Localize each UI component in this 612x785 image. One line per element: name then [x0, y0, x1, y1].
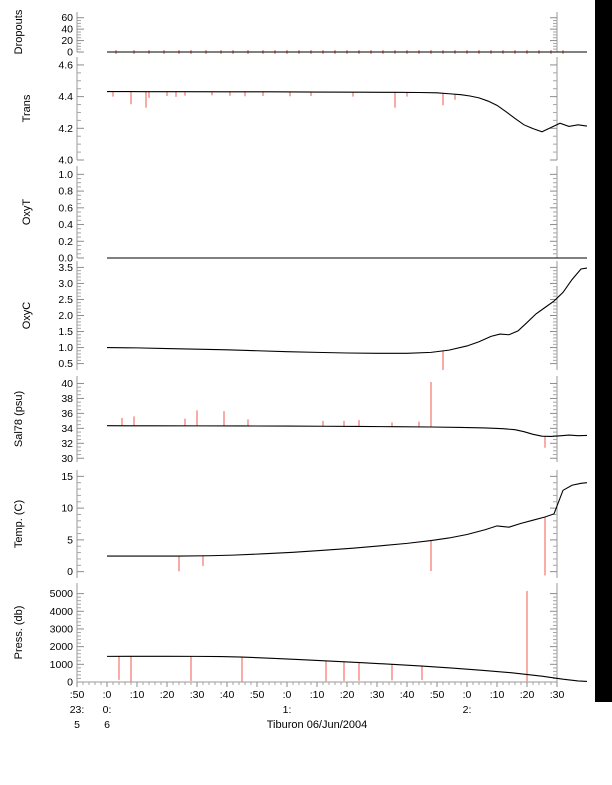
plot-title: Tiburon 06/Jun/2004 [267, 719, 368, 731]
xtick-label: :20 [520, 689, 535, 701]
axis-label-sal78: Sal78 (psu) [13, 391, 25, 447]
ytick-label: 3.0 [58, 278, 73, 290]
ytick-label: 0 [67, 677, 73, 689]
ytick-label: 40 [61, 378, 73, 390]
ytick-label: 60 [61, 12, 73, 24]
x-hour-label: 2: [463, 704, 472, 716]
ytick-label: 1.5 [58, 326, 73, 338]
data-trace-oxyc [106, 267, 588, 354]
ytick-label: 4.0 [58, 155, 73, 167]
ytick-label: 0.0 [58, 253, 73, 265]
right-edge-band [595, 0, 612, 702]
axis-label-press: Press. (db) [13, 606, 25, 660]
ytick-label: 38 [61, 393, 73, 405]
x-hour-label: 23: [70, 704, 85, 716]
xtick-label: :20 [340, 689, 355, 701]
xtick-label: :10 [490, 689, 505, 701]
ytick-label: 2.0 [58, 310, 73, 322]
ytick-label: 3.5 [58, 262, 73, 274]
xtick-label: :50 [250, 689, 265, 701]
ytick-label: 0.6 [58, 202, 73, 214]
panel-temp: 0 5 10 15 Temp. (C) [13, 470, 588, 578]
axis-label-dropouts: Dropouts [13, 9, 25, 54]
x-hour-label: 1: [283, 704, 292, 716]
xtick-label: :30 [190, 689, 205, 701]
xtick-label: :0 [283, 689, 292, 701]
xtick-label: :30 [550, 689, 565, 701]
ytick-label: 0 [67, 566, 73, 578]
ytick-label: 3000 [50, 623, 74, 635]
ytick-label: 10 [61, 503, 73, 515]
ytick-label: 32 [61, 438, 73, 450]
panel-press: 0 1000 2000 3000 4000 5000 Press. (db) [13, 583, 588, 689]
ytick-label: 34 [61, 423, 73, 435]
panel-trans: 4.0 4.2 4.4 4.6 Trans [21, 57, 588, 167]
ytick-label: 4.2 [58, 123, 73, 135]
ytick-label: 0 [67, 47, 73, 59]
data-trace-sal78 [106, 425, 588, 437]
ytick-label: 30 [61, 453, 73, 465]
axis-label-trans: Trans [21, 94, 33, 122]
xtick-label: :40 [220, 689, 235, 701]
ytick-label: 20 [61, 35, 73, 47]
data-trace-trans [107, 90, 588, 133]
ytick-label: 40 [61, 24, 73, 36]
ytick-label: 0.2 [58, 236, 73, 248]
xtick-label: :40 [400, 689, 415, 701]
x-axis: :50 :0 :10 :20 :30 :40 :50 :0 :10 :20 :30 :40 :50 :0:… [70, 681, 565, 731]
ytick-label: 5 [67, 534, 73, 546]
ytick-label: 1000 [50, 659, 74, 671]
ytick-label: 1.0 [58, 342, 73, 354]
ytick-label: 2.5 [58, 294, 73, 306]
ytick-label: 0.8 [58, 186, 73, 198]
data-trace-temp [107, 482, 588, 557]
xtick-label: :0 [463, 689, 472, 701]
ytick-label: 0.4 [58, 219, 73, 231]
ytick-label: 2000 [50, 641, 74, 653]
ytick-label: 0.5 [58, 358, 73, 370]
ytick-label: 4.6 [58, 59, 73, 71]
ytick-label: 4.4 [58, 91, 73, 103]
x-day-label: 6 [104, 719, 110, 731]
xtick-label: :10 [310, 689, 325, 701]
data-trace-press [106, 655, 588, 683]
ytick-label: 36 [61, 408, 73, 420]
panel-sal78: 30 32 34 36 38 40 Sal78 (psu) [13, 376, 588, 465]
xtick-label: :20 [160, 689, 175, 701]
xtick-label: :30 [370, 689, 385, 701]
ytick-label: 15 [61, 471, 73, 483]
xtick-label: :10 [130, 689, 145, 701]
xtick-label: :50 [70, 689, 85, 701]
axis-label-temp: Temp. (C) [13, 500, 25, 548]
x-day-label: 5 [74, 719, 80, 731]
x-hour-label: 0: [103, 704, 112, 716]
axis-label-oxyc: OxyC [21, 302, 33, 330]
axis-label-oxyt: OxyT [21, 199, 33, 226]
xtick-label: :0 [103, 689, 112, 701]
xtick-label: :50 [430, 689, 445, 701]
ytick-label: 4000 [50, 606, 74, 618]
panel-oxyc: 0.5 1.0 1.5 2.0 2.5 3.0 3.5 OxyC [21, 261, 588, 370]
ytick-label: 5000 [50, 588, 74, 600]
ytick-label: 1.0 [58, 169, 73, 181]
panel-oxyt: 0.0 0.2 0.4 0.6 0.8 1.0 OxyT [21, 166, 587, 265]
